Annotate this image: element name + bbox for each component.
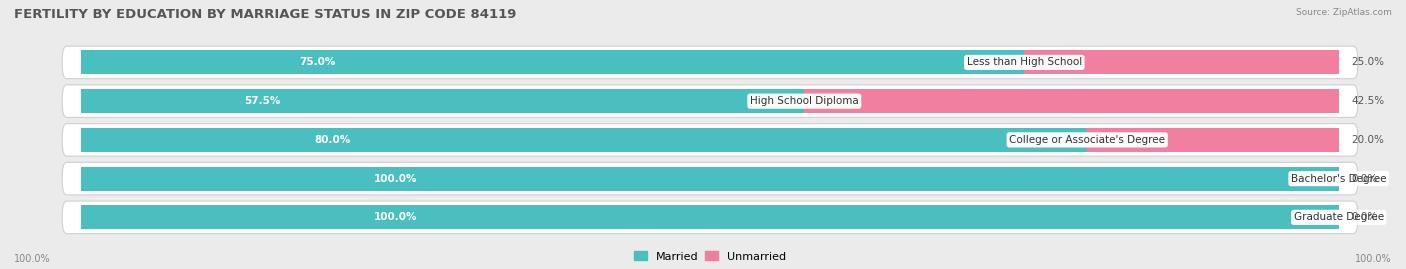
Text: 100.0%: 100.0%: [374, 212, 418, 222]
Bar: [82, 128, 1087, 152]
Text: 80.0%: 80.0%: [315, 135, 352, 145]
Text: 25.0%: 25.0%: [1351, 57, 1385, 68]
Bar: [1025, 50, 1339, 75]
Bar: [82, 50, 1025, 75]
FancyBboxPatch shape: [62, 46, 1358, 79]
Text: 57.5%: 57.5%: [243, 96, 280, 106]
FancyBboxPatch shape: [62, 162, 1358, 195]
Text: 100.0%: 100.0%: [374, 174, 418, 184]
Text: Bachelor's Degree: Bachelor's Degree: [1291, 174, 1386, 184]
FancyBboxPatch shape: [62, 201, 1358, 233]
Text: FERTILITY BY EDUCATION BY MARRIAGE STATUS IN ZIP CODE 84119: FERTILITY BY EDUCATION BY MARRIAGE STATU…: [14, 8, 516, 21]
Bar: [82, 205, 1339, 229]
Bar: [82, 89, 804, 113]
FancyBboxPatch shape: [62, 85, 1358, 117]
FancyBboxPatch shape: [62, 124, 1358, 156]
Text: 75.0%: 75.0%: [299, 57, 335, 68]
Bar: [804, 89, 1339, 113]
Text: Graduate Degree: Graduate Degree: [1294, 212, 1384, 222]
Text: 100.0%: 100.0%: [1355, 254, 1392, 264]
Text: 20.0%: 20.0%: [1351, 135, 1384, 145]
Bar: [1087, 128, 1339, 152]
Bar: [82, 167, 1339, 191]
Text: 100.0%: 100.0%: [14, 254, 51, 264]
Text: 0.0%: 0.0%: [1351, 174, 1378, 184]
Text: High School Diploma: High School Diploma: [749, 96, 859, 106]
Text: Source: ZipAtlas.com: Source: ZipAtlas.com: [1296, 8, 1392, 17]
Text: College or Associate's Degree: College or Associate's Degree: [1010, 135, 1166, 145]
Text: Less than High School: Less than High School: [967, 57, 1083, 68]
Text: 42.5%: 42.5%: [1351, 96, 1385, 106]
Legend: Married, Unmarried: Married, Unmarried: [628, 247, 792, 266]
Text: 0.0%: 0.0%: [1351, 212, 1378, 222]
